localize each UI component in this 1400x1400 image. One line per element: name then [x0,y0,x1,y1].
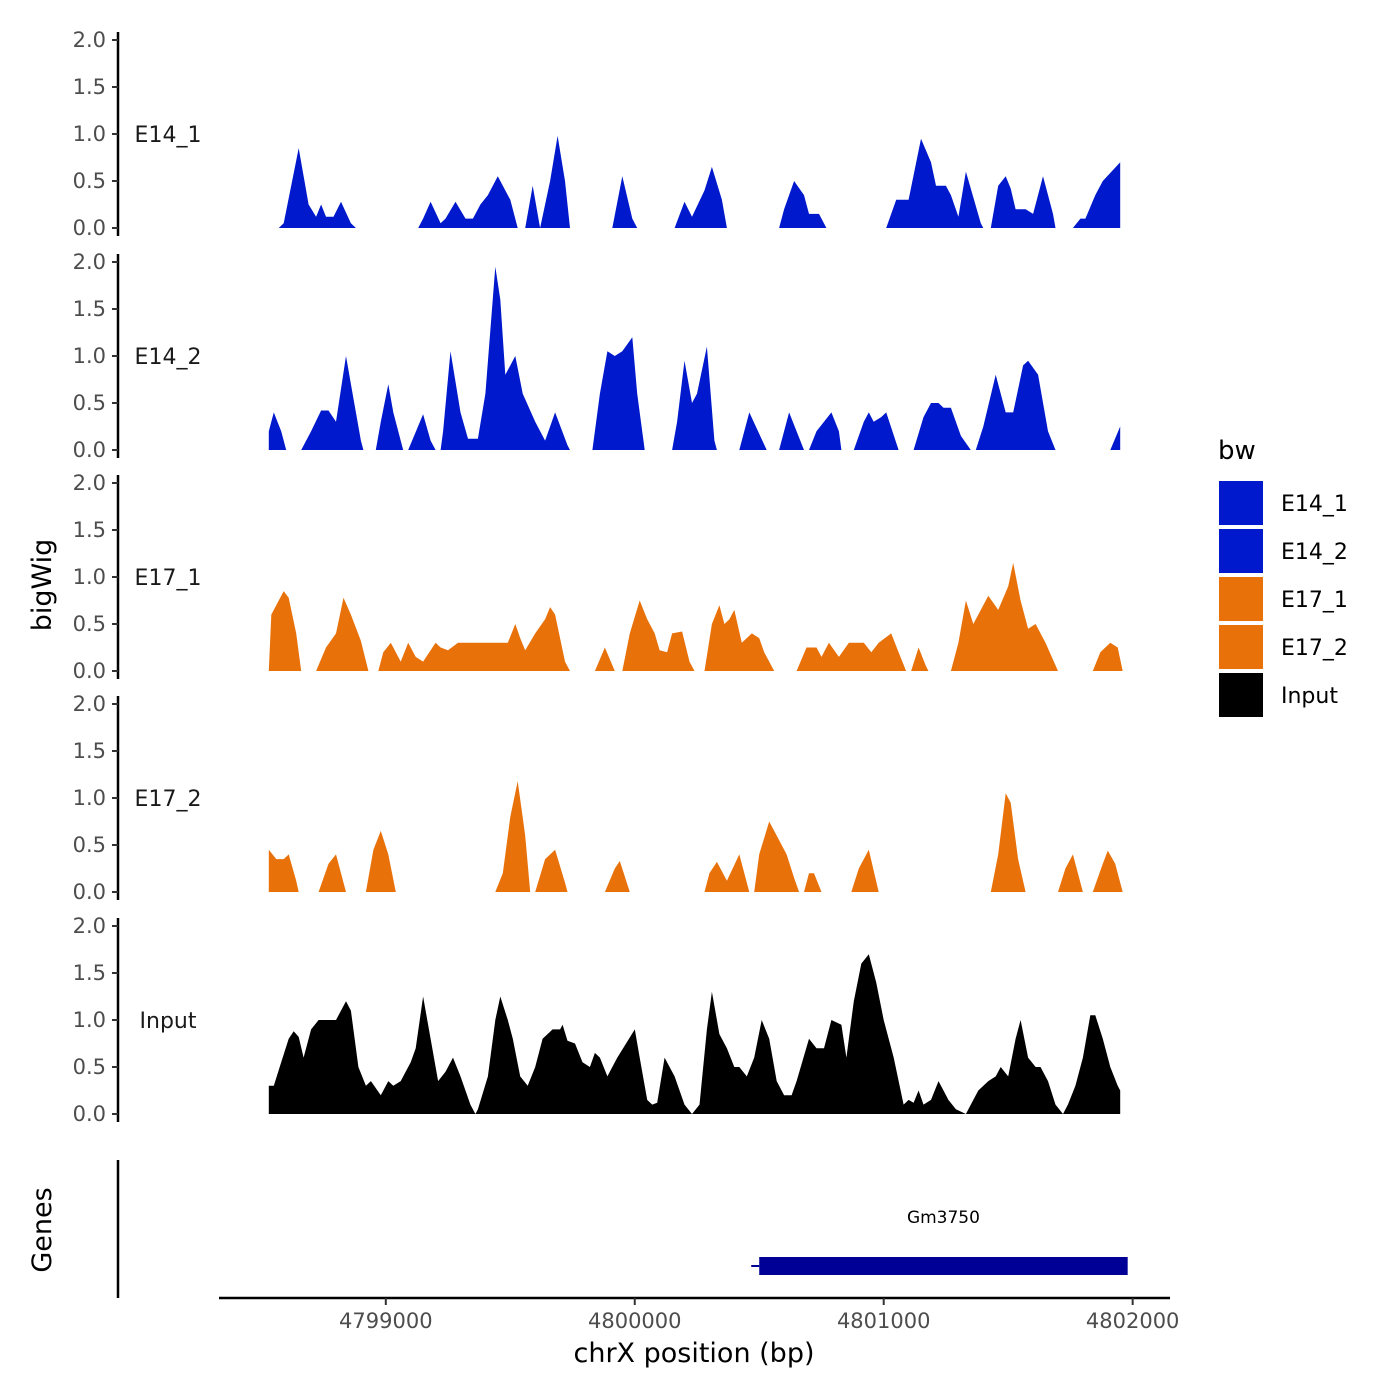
y-tick-label: 2.0 [73,914,106,938]
y-tick-label: 2.0 [73,28,106,52]
x-tick-label: 4800000 [588,1309,682,1333]
panel-label-Input: Input [140,1009,197,1034]
legend-label: E14_2 [1281,540,1348,565]
legend-label: E17_2 [1281,636,1348,661]
x-axis: 4799000 4800000 4801000 4802000 [219,1296,1180,1333]
panel-E17_2: 0.0 0.5 1.0 1.5 2.0 E17_2 [73,692,1123,904]
y-tick-label: 1.5 [73,961,106,985]
gene-label: Gm3750 [907,1208,980,1228]
legend-label: Input [1281,684,1338,709]
legend-items: E14_1 E14_2 E17_1 E17_2 Input [1217,479,1348,719]
gene-body [759,1257,1128,1275]
panel-label-E17_2: E17_2 [135,787,202,812]
coverage-area-Input [268,954,1121,1114]
y-tick-label: 1.5 [73,297,106,321]
legend-title: bw [1218,436,1256,466]
legend-item-E14_1: E14_1 [1217,479,1348,527]
legend-swatch [1217,575,1265,623]
legend-item-E17_2: E17_2 [1217,623,1348,671]
panel-Input: 0.0 0.5 1.0 1.5 2.0 Input [73,914,1121,1126]
panel-label-E17_1: E17_1 [135,566,202,591]
y-tick-label: 0.0 [73,659,106,683]
y-axis-title: bigWig [27,539,58,632]
coverage-area-E17_2 [268,781,1123,892]
y-tick-label: 0.5 [73,612,106,636]
legend-label: E17_1 [1281,588,1348,613]
y-tick-label: 0.0 [73,880,106,904]
y-tick-label: 1.5 [73,739,106,763]
legend-swatch [1217,623,1265,671]
y-tick-label: 0.0 [73,1102,106,1126]
legend-item-E14_2: E14_2 [1217,527,1348,575]
x-tick-label: 4799000 [339,1309,433,1333]
y-tick-label: 2.0 [73,692,106,716]
genes-axis-title: Genes [27,1187,58,1272]
legend-item-Input: Input [1217,671,1338,719]
panel-label-E14_2: E14_2 [135,345,202,370]
y-tick-label: 0.5 [73,833,106,857]
y-tick-label: 1.5 [73,518,106,542]
y-tick-label: 1.0 [73,1008,106,1032]
x-tick-label: 4802000 [1086,1309,1180,1333]
y-tick-label: 2.0 [73,250,106,274]
coverage-area-E17_1 [268,562,1123,671]
panel-E14_2: 0.0 0.5 1.0 1.5 2.0 E14_2 [73,250,1121,462]
y-tick-label: 1.0 [73,344,106,368]
coverage-area-E14_1 [278,135,1121,228]
coverage-area-E14_2 [268,266,1121,450]
legend-swatch [1217,527,1265,575]
panel-E14_1: 0.0 0.5 1.0 1.5 2.0 E14_1 [73,28,1121,240]
y-tick-label: 0.5 [73,1055,106,1079]
x-axis-title: chrX position (bp) [573,1338,814,1369]
y-tick-label: 0.5 [73,391,106,415]
legend-label: E14_1 [1281,492,1348,517]
gene-Gm3750: Gm3750 [751,1208,1128,1275]
coverage-panels: 0.0 0.5 1.0 1.5 2.0 E14_1 0.0 0.5 1.0 1.5 2.0 E14_2… [73,28,1123,1126]
legend-item-E17_1: E17_1 [1217,575,1348,623]
y-tick-label: 1.0 [73,565,106,589]
panel-E17_1: 0.0 0.5 1.0 1.5 2.0 E17_1 [73,471,1123,683]
y-tick-label: 0.0 [73,438,106,462]
y-tick-label: 2.0 [73,471,106,495]
gene-track: Gm3750 [116,1160,1128,1298]
legend: bw E14_1 E14_2 E17_1 E17_2 Input [1217,436,1348,719]
panel-label-E14_1: E14_1 [135,123,202,148]
y-tick-label: 1.0 [73,122,106,146]
x-tick-label: 4801000 [837,1309,931,1333]
y-tick-label: 0.0 [73,216,106,240]
legend-swatch [1217,671,1265,719]
y-tick-label: 0.5 [73,169,106,193]
legend-swatch [1217,479,1265,527]
y-tick-label: 1.0 [73,786,106,810]
y-tick-label: 1.5 [73,75,106,99]
